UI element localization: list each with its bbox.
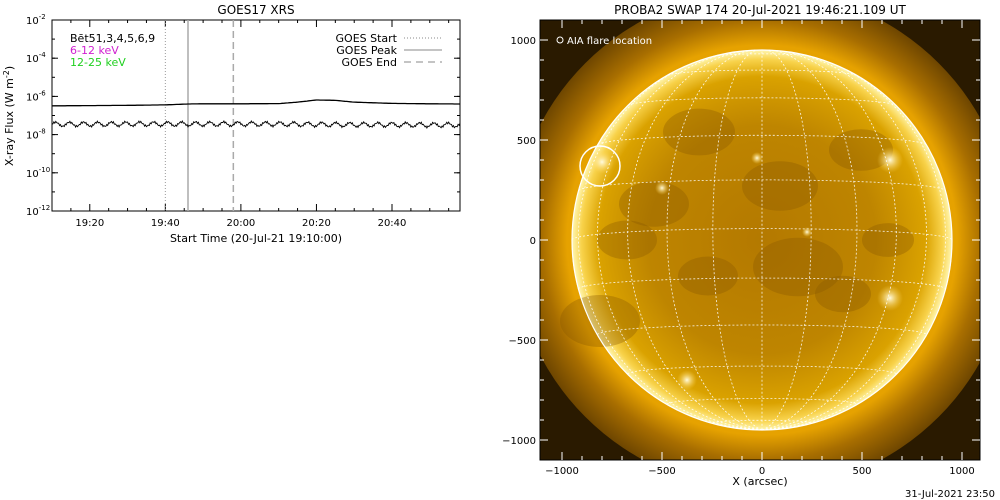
y-tick-label: 10-12 (26, 204, 50, 218)
y-tick-label: 10-6 (26, 89, 46, 103)
y-tick-label: −1000 (502, 436, 536, 447)
x-tick-label: −500 (648, 466, 675, 477)
y-tick-label: 10-8 (26, 128, 46, 142)
goes-xrs-chart: GOES17 XRS 10-12 10-10 10-8 10-6 10-4 10-2 19… (2, 3, 461, 245)
longitude-line (597, 51, 763, 431)
longitude-line (761, 49, 858, 431)
goes-legend-peak-label: GOES Peak (336, 44, 397, 57)
goes-event-markers (164, 20, 235, 211)
x-tick-label: 0 (759, 466, 765, 477)
goes-series-group (52, 99, 460, 130)
x-tick-label: 1000 (949, 466, 974, 477)
longitude-line (761, 50, 897, 431)
y-tick-label: 1000 (511, 36, 536, 47)
goes-y-axis: 10-12 10-10 10-8 10-6 10-4 10-2 (26, 13, 460, 218)
swap-image-title: PROBA2 SWAP 174 20-Jul-2021 19:46:21.109… (614, 3, 906, 17)
goes-legend-satellites: Bēt51,3,4,5,6,9 (70, 32, 155, 45)
series-12-25kev-line (52, 119, 460, 130)
bright-active-region (877, 147, 903, 173)
y-tick-label: 0 (530, 236, 536, 247)
goes-legend-start-label: GOES Start (336, 32, 398, 45)
latitude-line (597, 134, 927, 146)
longitude-line (761, 49, 812, 431)
goes-chart-title: GOES17 XRS (217, 3, 294, 17)
longitude-line (761, 54, 946, 431)
x-tick-label: 500 (852, 466, 871, 477)
series-6-12kev-line (52, 99, 460, 107)
y-tick-label: 10-4 (26, 51, 46, 65)
bright-active-region (877, 285, 903, 311)
goes-x-axis-label: Start Time (20-Jul-21 19:10:00) (170, 232, 342, 245)
bright-active-region (802, 227, 812, 237)
x-tick-label: 20:00 (226, 218, 255, 229)
longitude-line (627, 50, 763, 431)
solar-limb (571, 49, 953, 431)
x-tick-label: 19:40 (151, 218, 180, 229)
swap-axes: −1000 −500 0 500 1000 −1000 −500 0 500 1000 (502, 20, 980, 477)
bright-active-region (751, 152, 763, 164)
x-tick-label: 20:20 (302, 218, 331, 229)
goes-legend-end-label: GOES End (341, 56, 397, 69)
y-tick-label: −500 (509, 336, 536, 347)
flare-legend-marker (556, 36, 564, 44)
latitude-line (714, 53, 810, 57)
goes-legend-12-25kev: 12-25 keV (70, 56, 126, 69)
goes-x-axis: 19:20 19:40 20:00 20:20 20:40 (51, 20, 450, 229)
longitude-line (578, 54, 763, 431)
y-tick-label: 10-10 (26, 166, 50, 180)
dark-region (619, 181, 689, 227)
goes-y-axis-label: X-ray Flux (W m-2) (2, 66, 16, 166)
dark-region (560, 295, 640, 347)
flare-location-circle (579, 145, 621, 187)
dark-region (753, 237, 843, 297)
longitude-line (666, 49, 763, 431)
y-tick-label: 10-2 (26, 13, 46, 27)
longitude-line (761, 51, 927, 431)
latitude-line (627, 97, 897, 106)
swap-image-panel: PROBA2 SWAP 174 20-Jul-2021 19:46:21.109… (502, 3, 995, 500)
bright-active-region (677, 370, 697, 390)
goes-legend-6-12kev: 6-12 keV (70, 44, 119, 57)
dark-region (597, 220, 657, 260)
solar-surface-texture (560, 108, 914, 390)
dark-region (663, 108, 735, 156)
flare-legend-label: AIA flare location (567, 36, 652, 47)
dark-region (862, 223, 914, 257)
longitude-line (712, 49, 763, 431)
latitude-line (667, 69, 857, 76)
dark-region (678, 256, 738, 296)
x-tick-label: 20:40 (378, 218, 407, 229)
bright-active-region (655, 181, 669, 195)
latitude-line (578, 277, 946, 290)
x-tick-label: 19:20 (75, 218, 104, 229)
dark-region (815, 275, 871, 313)
dark-region (742, 161, 818, 211)
swap-image (540, 20, 980, 460)
swap-x-axis-label: X (arcsec) (732, 475, 787, 488)
generation-timestamp: 31-Jul-2021 23:50 (905, 489, 995, 500)
y-tick-label: 500 (517, 136, 536, 147)
x-tick-label: −1000 (545, 466, 579, 477)
bright-active-region (590, 150, 614, 174)
